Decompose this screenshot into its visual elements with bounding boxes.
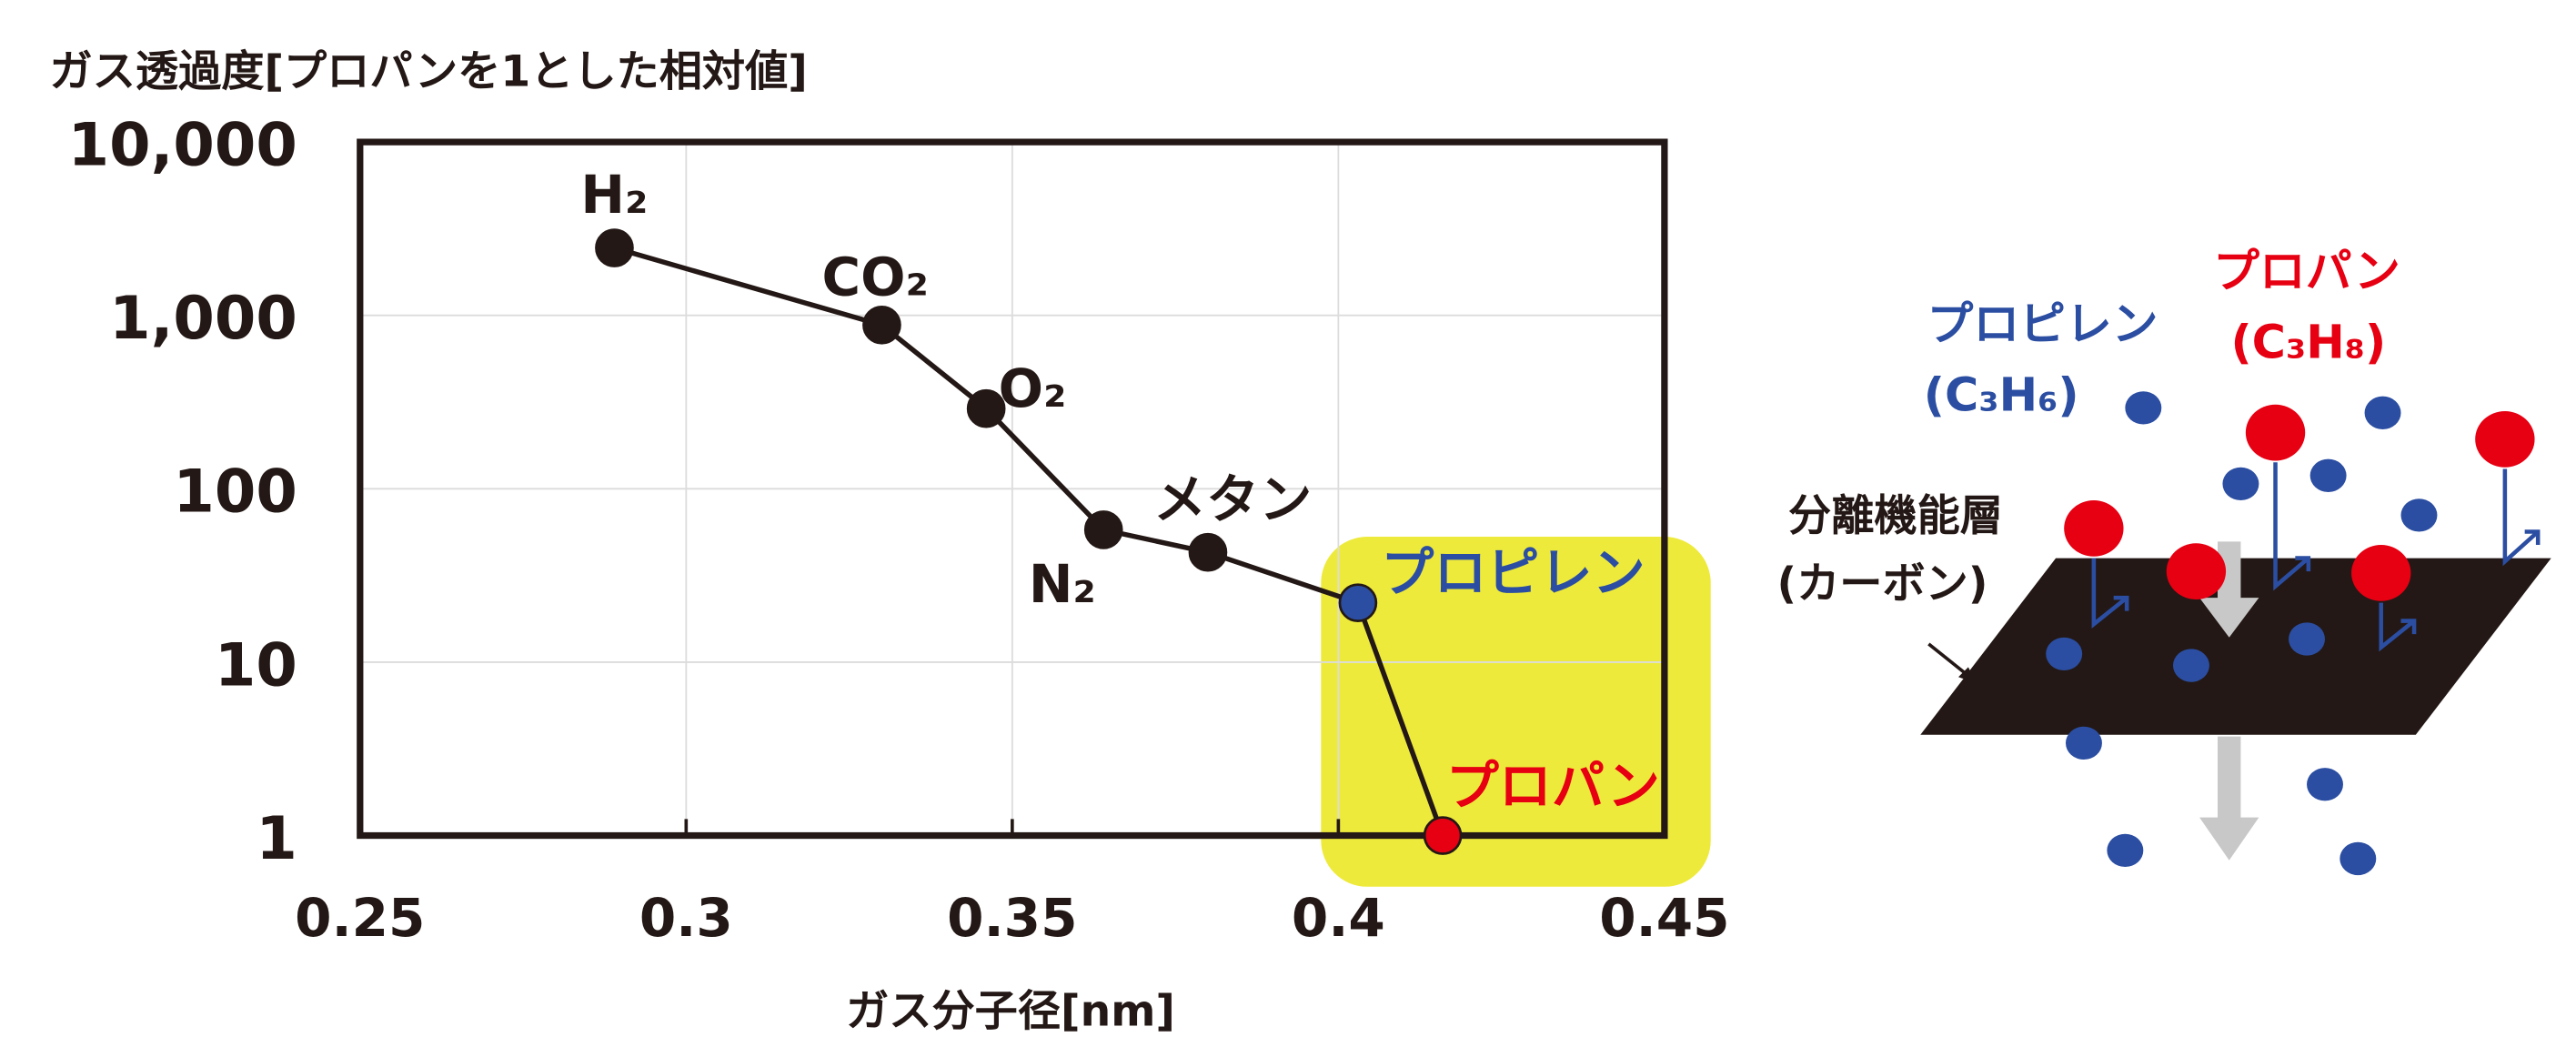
x-tick-label: 0.3 xyxy=(639,887,733,949)
bounce-arrow xyxy=(2091,558,2129,629)
propane-molecules xyxy=(2064,404,2535,601)
molecule xyxy=(2400,498,2438,532)
propane-bounce xyxy=(2091,462,2541,652)
propylene-molecules xyxy=(2046,391,2438,876)
x-tick-label: 0.35 xyxy=(947,887,1077,949)
molecule xyxy=(2064,500,2124,557)
layer-material: (カーボン) xyxy=(1777,559,1988,609)
data-point xyxy=(1188,532,1228,572)
molecule xyxy=(2046,637,2083,671)
bounce-arrow xyxy=(2379,602,2417,652)
propylene-label: プロピレン xyxy=(1927,297,2158,350)
point-label: H₂ xyxy=(580,164,648,226)
x-tick-label: 0.25 xyxy=(295,887,425,949)
x-tick-label: 0.4 xyxy=(1292,887,1385,949)
y-tick-label: 100 xyxy=(173,458,297,527)
plot-frame xyxy=(357,138,1668,840)
point-label: N₂ xyxy=(1029,553,1096,615)
pointer-head xyxy=(1958,667,1977,684)
layer-label: 分離機能層 xyxy=(1788,491,2003,541)
molecule xyxy=(2245,404,2306,461)
molecule xyxy=(2340,841,2377,876)
pointer xyxy=(1927,642,1971,679)
point-label: プロパン xyxy=(1446,755,1660,817)
data-point xyxy=(1423,816,1463,855)
point-label: メタン xyxy=(1153,468,1312,530)
y-tick-label: 1 xyxy=(256,804,297,873)
molecule xyxy=(2309,458,2347,492)
data-point xyxy=(1338,583,1378,622)
y-axis-title: ガス透過度[プロパンを1とした相対値] xyxy=(50,47,808,97)
chart: 1 10 100 1,000 10,000 0.25 0.3 0.35 0.4 0.45 H₂ CO₂… xyxy=(68,110,1730,949)
y-tick-label: 10,000 xyxy=(68,110,297,179)
highlight-box xyxy=(1321,536,1711,887)
molecule xyxy=(2351,545,2411,601)
molecule xyxy=(2289,622,2325,656)
membrane xyxy=(1920,558,2551,735)
molecule xyxy=(2307,768,2343,801)
molecule xyxy=(2166,543,2227,599)
y-tick-label: 1,000 xyxy=(109,284,297,353)
molecule xyxy=(2475,411,2535,468)
arrow xyxy=(2199,541,2259,638)
y-tick-label: 10 xyxy=(215,630,297,700)
bounce-arrow xyxy=(2273,462,2311,591)
flow-arrows xyxy=(2199,541,2259,861)
arrow xyxy=(2199,736,2259,861)
point-label: O₂ xyxy=(999,357,1067,419)
propane-label: プロパン xyxy=(2213,244,2400,297)
propane-formula: (C₃H₈) xyxy=(2230,315,2386,368)
bounce-arrow xyxy=(2502,468,2541,567)
molecule xyxy=(2066,726,2102,760)
molecule xyxy=(2125,391,2162,425)
molecule xyxy=(2172,649,2209,682)
molecule xyxy=(2222,467,2259,501)
data-point xyxy=(862,305,901,345)
x-axis-title: ガス分子径[nm] xyxy=(846,987,1175,1037)
data-point xyxy=(966,388,1006,428)
molecule xyxy=(2107,833,2144,868)
data-point xyxy=(595,228,634,267)
point-label: CO₂ xyxy=(821,246,928,307)
data-line xyxy=(613,245,1445,837)
data-point xyxy=(1083,510,1123,549)
molecule xyxy=(2364,396,2401,429)
x-tick-label: 0.45 xyxy=(1599,887,1729,949)
diagram: プロピレン (C₃H₆) プロパン (C₃H₈) 分離機能層 (カーボン) xyxy=(1777,244,2551,876)
point-label: プロピレン xyxy=(1381,542,1645,604)
propylene-formula: (C₃H₆) xyxy=(1924,367,2079,421)
